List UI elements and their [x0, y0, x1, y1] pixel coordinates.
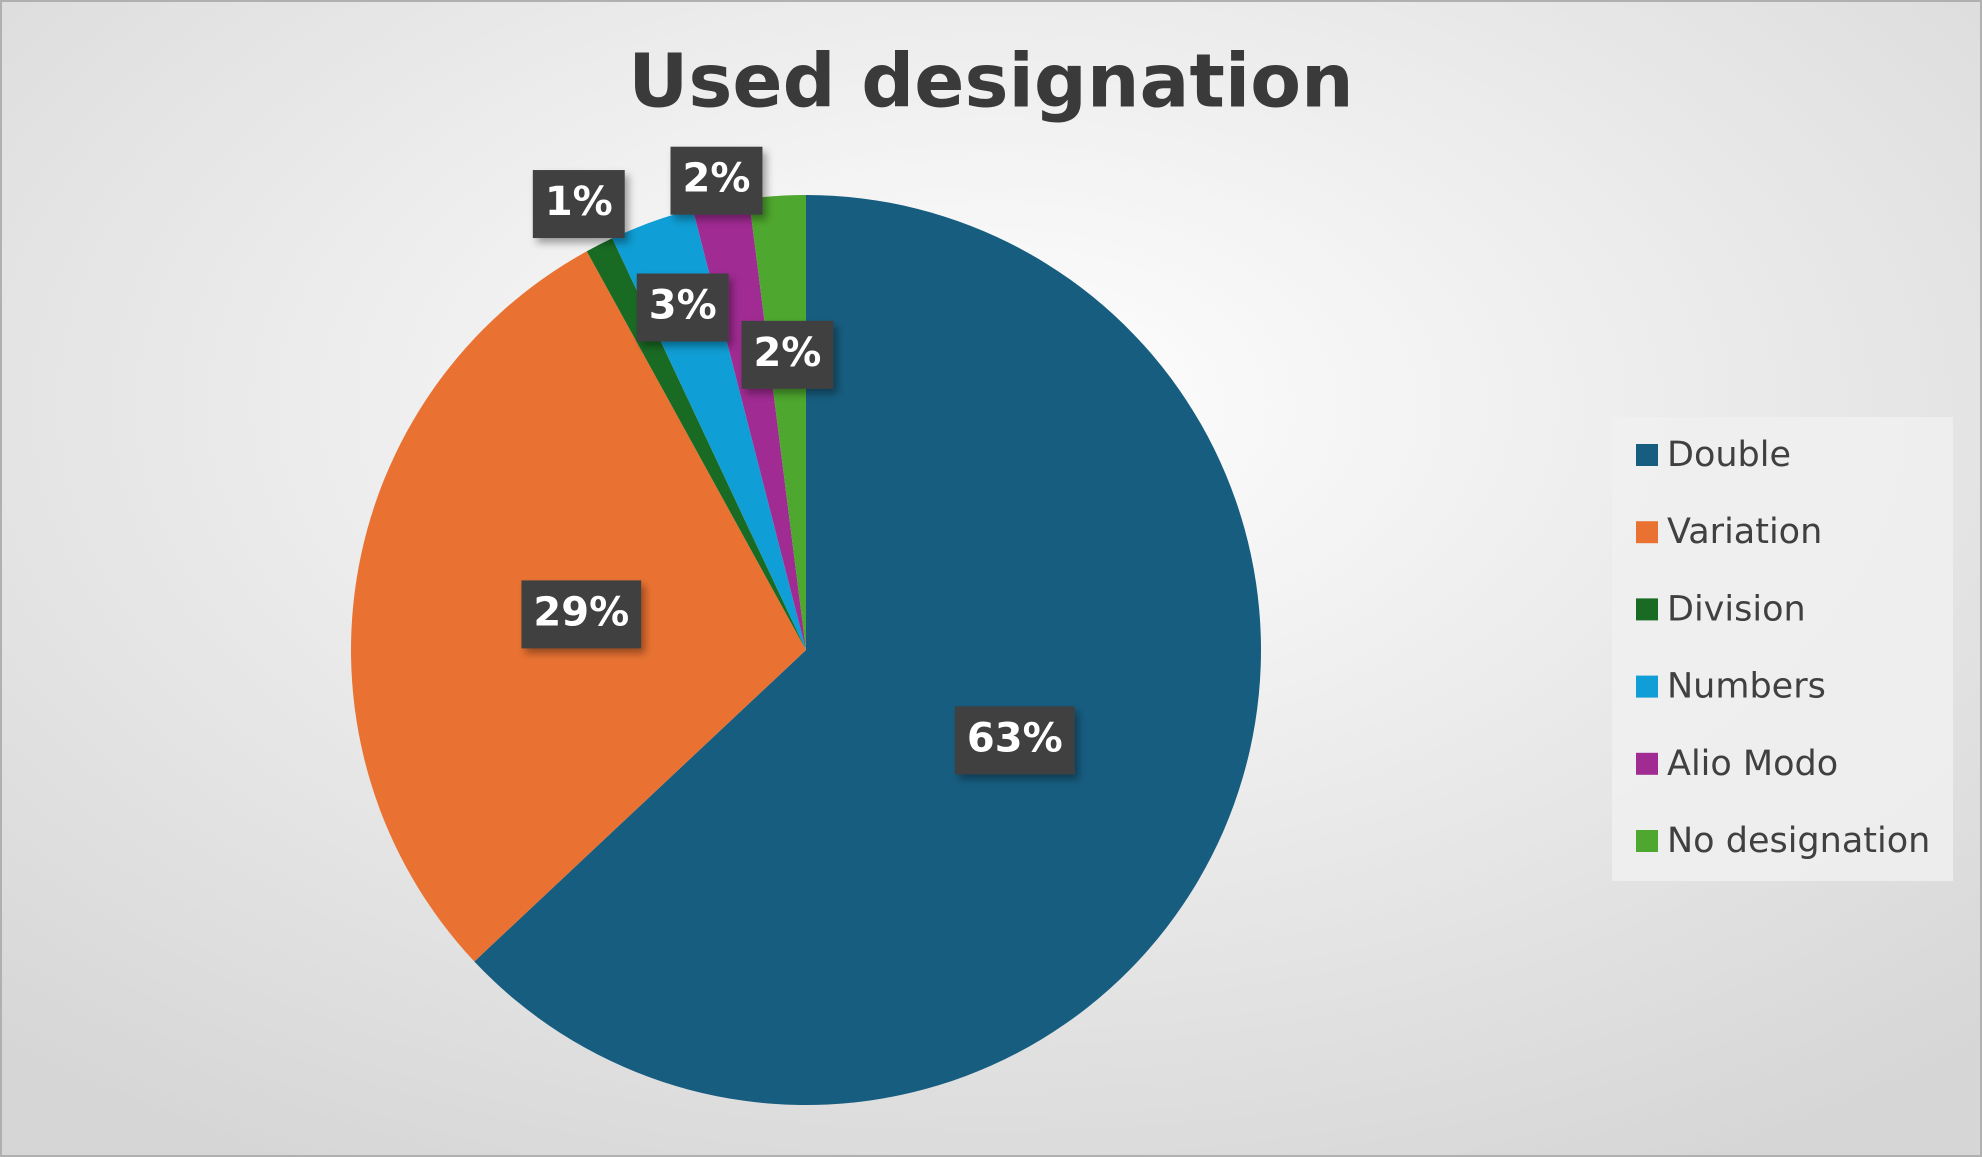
- data-label: 63%: [954, 706, 1075, 775]
- data-label: 2%: [670, 146, 763, 215]
- legend-swatch: [1636, 675, 1658, 698]
- legend-label: Double: [1667, 435, 1791, 475]
- data-label-text: 29%: [533, 589, 629, 635]
- data-label-box: [521, 580, 642, 649]
- data-label: 2%: [741, 320, 834, 389]
- legend-swatch: [1636, 521, 1658, 544]
- legend-swatch: [1636, 598, 1658, 621]
- legend-swatch: [1636, 444, 1658, 466]
- legend-box: [1612, 417, 1953, 881]
- data-label-text: 2%: [753, 330, 821, 376]
- data-label-box: [954, 706, 1075, 775]
- data-label-box: [532, 170, 625, 239]
- chart-title: Used designation: [628, 39, 1353, 125]
- legend-swatch: [1636, 752, 1658, 775]
- data-label-box: [670, 146, 763, 215]
- data-label-text: 2%: [683, 156, 751, 202]
- legend-swatch: [1636, 830, 1658, 852]
- data-label: 3%: [636, 273, 729, 342]
- data-label-box: [636, 273, 729, 342]
- legend-label: Alio Modo: [1667, 744, 1838, 784]
- data-label-text: 3%: [649, 283, 717, 329]
- data-label: 29%: [521, 580, 642, 649]
- legend-label: Division: [1667, 589, 1806, 629]
- pie-slice: [748, 195, 806, 650]
- legend-label: Variation: [1667, 512, 1822, 552]
- pie-slice: [474, 195, 1261, 1105]
- data-label-text: 1%: [545, 179, 613, 225]
- legend-label: No designation: [1667, 821, 1930, 861]
- legend-label: Numbers: [1667, 667, 1826, 707]
- data-label-text: 63%: [967, 715, 1063, 761]
- data-label-box: [741, 320, 834, 389]
- data-label: 1%: [532, 170, 625, 239]
